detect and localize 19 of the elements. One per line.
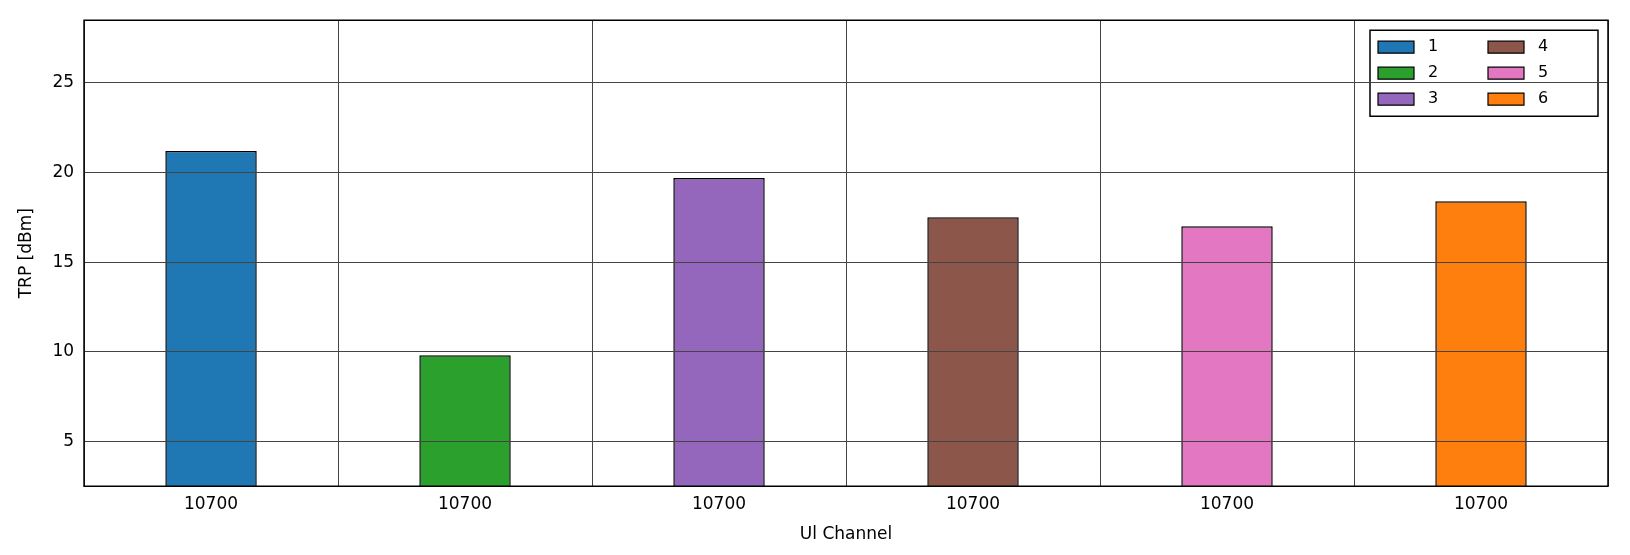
legend-label: 2 [1428,62,1439,82]
y-tick-label: 25 [52,71,75,92]
x-tick-label: 10700 [437,492,493,513]
legend-label: 6 [1538,88,1549,108]
x-tick-label: 10700 [1199,492,1255,513]
y-tick-label: 20 [52,160,75,181]
y-tick-label: 5 [63,429,75,450]
legend-label: 5 [1538,62,1549,82]
x-axis-title: Ul Channel [799,523,893,544]
y-axis-title: TRP [dBm] [14,208,35,300]
legend-label: 4 [1538,36,1549,56]
x-tick-label: 10700 [1453,492,1509,513]
x-tick-label: 10700 [183,492,239,513]
x-tick-label: 10700 [945,492,1001,513]
y-tick-label: 15 [52,250,75,271]
legend-label: 3 [1428,88,1439,108]
x-tick-label: 10700 [691,492,747,513]
legend-label: 1 [1428,36,1439,56]
y-tick-label: 10 [52,340,75,361]
